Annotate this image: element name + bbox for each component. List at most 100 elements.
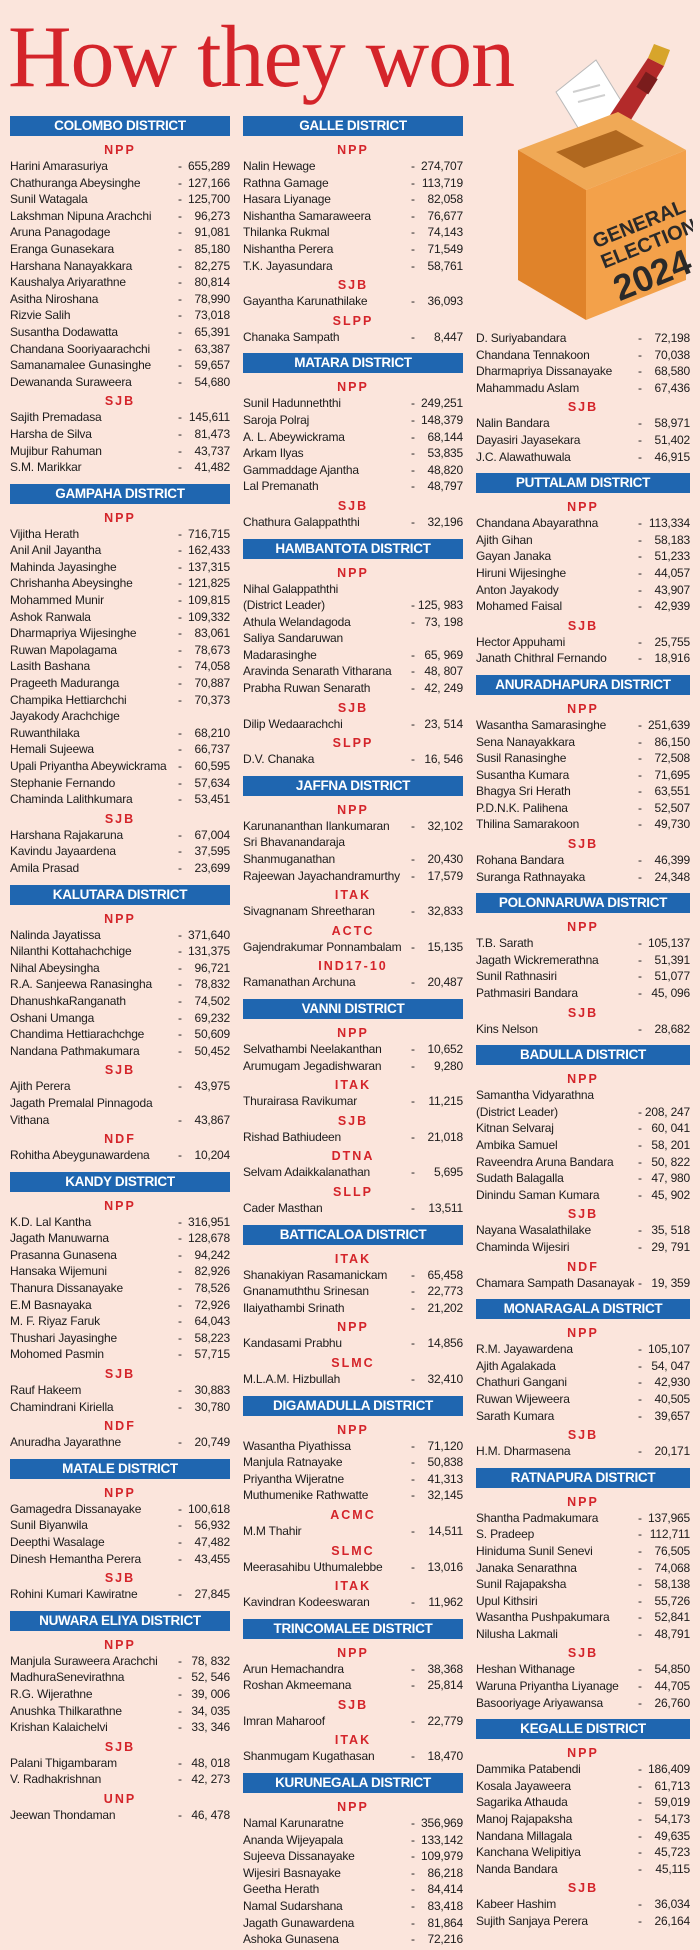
candidate-row: Rishad Bathiudeen 21,018 — [243, 1129, 463, 1146]
candidate-name: Lal Premanath — [243, 479, 319, 494]
candidate-name: Nihal Galappaththi — [243, 581, 339, 596]
candidate-row: Rohini Kumari Kawiratne 27,845 — [10, 1586, 230, 1603]
candidate-row: Hansaka Wijemuni 82,926 — [10, 1263, 230, 1280]
candidate-name: Rathna Gamage — [243, 175, 329, 190]
candidate-row: Anil Anil Jayantha 162,433 — [10, 542, 230, 559]
district-header: COLOMBO DISTRICT — [10, 116, 230, 136]
ballot-box-icon — [518, 112, 686, 320]
candidate-votes: 125, 983 — [407, 597, 463, 614]
candidate-name: DhanushkaRanganath — [10, 993, 126, 1008]
candidate-votes: 43,737 — [174, 443, 230, 460]
candidate-row: Kitnan Selvaraj 60, 041 — [476, 1120, 690, 1137]
results-column-1: COLOMBO DISTRICT NPP Harini Amarasuriya 655… — [10, 116, 230, 1824]
candidate-row: Chandana Abayarathna 113,334 — [476, 515, 690, 532]
candidate-votes: 22,779 — [407, 1713, 463, 1730]
candidate-row: Nalin Bandara 58,971 — [476, 415, 690, 432]
candidate-votes: 109,979 — [407, 1848, 463, 1865]
candidate-votes: 53,835 — [407, 445, 463, 462]
candidate-votes: 72,198 — [634, 330, 690, 347]
candidate-votes: 73, 198 — [407, 614, 463, 631]
candidate-name: Nalin Hewage — [243, 159, 316, 173]
candidate-name: P.D.N.K. Palihena — [476, 800, 568, 815]
candidate-votes: 50,609 — [174, 1026, 230, 1043]
candidate-votes: 48, 807 — [407, 663, 463, 680]
candidate-row: Madarasinghe 65, 969 — [243, 647, 463, 664]
candidate-votes: 54,173 — [634, 1811, 690, 1828]
candidate-row: Nalinda Jayatissa 371,640 — [10, 927, 230, 944]
candidate-name: Mohamed Faisal — [476, 599, 562, 614]
party-label: SJB — [567, 1207, 599, 1222]
candidate-row: Palani Thigambaram 48, 018 — [10, 1755, 230, 1772]
candidate-votes: 30,883 — [174, 1382, 230, 1399]
candidate-row: Manjula Suraweera Arachchi 78, 832 — [10, 1653, 230, 1670]
candidate-name: T.K. Jayasundara — [243, 258, 333, 273]
party-label: NDF — [104, 1132, 136, 1147]
party-label: SJB — [104, 1063, 136, 1078]
candidate-row: Rizvie Salih 73,018 — [10, 307, 230, 324]
candidate-name: Rohitha Abeygunawardena — [10, 1148, 150, 1163]
candidate-row: Susantha Kumara 71,695 — [476, 767, 690, 784]
candidate-name: Athula Welandagoda — [243, 614, 351, 629]
candidate-name: Gamagedra Dissanayake — [10, 1501, 142, 1516]
party-label: SJB — [567, 400, 599, 415]
candidate-row: Manjula Ratnayake 50,838 — [243, 1454, 463, 1471]
candidate-name: Susantha Kumara — [476, 767, 570, 782]
candidate-votes: 58, 201 — [634, 1137, 690, 1154]
candidate-name: Basooriyage Ariyawansa — [476, 1695, 604, 1710]
candidate-name: Thushari Jayasinghe — [10, 1330, 117, 1345]
candidate-row: R.M. Jayawardena 105,107 — [476, 1341, 690, 1358]
candidate-votes: 48, 018 — [174, 1755, 230, 1772]
candidate-row: Saroja Polraj 148,379 — [243, 412, 463, 429]
candidate-name: Vijitha Herath — [10, 526, 80, 541]
candidate-votes: 11,962 — [407, 1594, 463, 1611]
candidate-votes: 74,058 — [174, 658, 230, 675]
candidate-row: T.B. Sarath 105,137 — [476, 935, 690, 952]
candidate-row: Raveendra Aruna Bandara 50, 822 — [476, 1154, 690, 1171]
party-label: SJB — [567, 1428, 599, 1443]
candidate-row: Selvathambi Neelakanthan 10,652 — [243, 1041, 463, 1058]
candidate-name: Chandana Sooriyaarachchi — [10, 341, 150, 356]
candidate-row: Aravinda Senarath Vitharana 48, 807 — [243, 663, 463, 680]
candidate-row: Lakshman Nipuna Arachchi 96,273 — [10, 208, 230, 225]
district-header: MATARA DISTRICT — [243, 353, 463, 374]
candidate-votes: 25,755 — [634, 634, 690, 651]
candidate-name: Pathmasiri Bandara — [476, 986, 578, 1001]
candidate-votes: 64,043 — [174, 1313, 230, 1330]
party-label: NPP — [104, 1485, 136, 1500]
candidate-row: (District Leader) 208, 247 — [476, 1104, 690, 1121]
candidate-votes: 78, 832 — [174, 1653, 230, 1670]
candidate-name: Aravinda Senarath Vitharana — [243, 664, 392, 679]
party-label: NDF — [567, 1259, 599, 1274]
candidate-name: Kins Nelson — [476, 1021, 538, 1036]
candidate-row: Ajith Gihan 58,183 — [476, 532, 690, 549]
candidate-name: Dinindu Saman Kumara — [476, 1187, 600, 1202]
party-label: NPP — [337, 1320, 369, 1335]
candidate-row: M.L.A.M. Hizbullah 32,410 — [243, 1371, 463, 1388]
candidate-votes: 72,216 — [407, 1931, 463, 1948]
party-label: NPP — [567, 1072, 599, 1087]
candidate-name: Ashok Ranwala — [10, 609, 91, 624]
candidate-row: Sena Nanayakkara 86,150 — [476, 734, 690, 751]
party-label: SJB — [567, 1005, 599, 1020]
candidate-row: (District Leader) 125, 983 — [243, 597, 463, 614]
candidate-votes: 24,348 — [634, 869, 690, 886]
candidate-name: Ilaiyathambi Srinath — [243, 1300, 345, 1315]
candidate-votes: 30,780 — [174, 1399, 230, 1416]
candidate-votes: 43,907 — [634, 582, 690, 599]
party-label: SJB — [337, 1697, 369, 1712]
candidate-name: Kaushalya Ariyarathne — [10, 275, 126, 290]
candidate-votes: 43,975 — [174, 1078, 230, 1095]
candidate-name: Shantha Padmakumara — [476, 1510, 599, 1525]
candidate-row: Wijesiri Basnayake 86,218 — [243, 1865, 463, 1882]
candidate-votes: 81,864 — [407, 1915, 463, 1932]
candidate-row: Samanamalee Gunasinghe 59,657 — [10, 357, 230, 374]
candidate-row: Suranga Rathnayaka 24,348 — [476, 869, 690, 886]
party-label: NPP — [337, 802, 369, 817]
candidate-name: Hector Appuhami — [476, 634, 566, 649]
candidate-votes: 105,137 — [634, 935, 690, 952]
candidate-name: D.V. Chanaka — [243, 752, 315, 767]
candidate-votes: 32,102 — [407, 818, 463, 835]
candidate-name: Nilusha Lakmali — [476, 1626, 558, 1641]
